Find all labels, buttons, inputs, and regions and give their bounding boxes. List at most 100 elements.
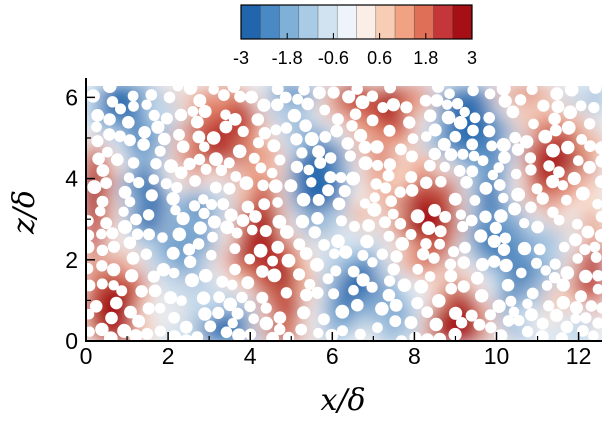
field-cell — [109, 252, 119, 262]
field-cell — [174, 220, 184, 230]
field-cell — [166, 260, 176, 270]
field-cell — [238, 157, 248, 167]
field-cell — [222, 292, 232, 302]
field-cell — [585, 205, 595, 214]
field-cell — [133, 133, 143, 143]
field-cell — [367, 268, 377, 278]
field-cell — [230, 205, 240, 214]
field-cell — [190, 292, 200, 302]
field-cell — [206, 300, 216, 310]
particle — [444, 269, 458, 283]
particle — [122, 116, 135, 129]
field-cell — [86, 197, 95, 207]
particle — [434, 238, 445, 250]
particle — [193, 94, 207, 107]
particle — [318, 239, 330, 251]
particle — [284, 179, 298, 193]
field-cell — [480, 252, 490, 262]
field-cell — [569, 189, 579, 199]
particle — [290, 133, 303, 146]
particle — [183, 157, 196, 171]
field-cell — [472, 101, 482, 111]
particle — [460, 176, 473, 189]
field-cell — [496, 252, 506, 262]
particle — [526, 287, 539, 300]
x-axis-ticks: 0 2 4 6 8 10 12 — [80, 332, 591, 369]
field-cell — [214, 205, 224, 214]
particle — [579, 244, 591, 256]
particle — [382, 288, 396, 302]
particle — [123, 134, 136, 147]
field-cell — [214, 228, 224, 238]
field-cell — [464, 332, 474, 341]
particle — [496, 138, 511, 152]
particle — [474, 229, 488, 243]
field-cell — [93, 101, 103, 111]
field-cell — [214, 332, 224, 341]
field-cell — [343, 316, 353, 326]
particle — [164, 159, 178, 174]
field-cell — [416, 324, 426, 334]
field-cell — [383, 205, 393, 214]
particle — [92, 152, 105, 166]
field-cell — [528, 173, 538, 183]
particle — [404, 316, 418, 329]
particle — [344, 150, 356, 162]
field-cell — [577, 332, 587, 341]
field-cell — [359, 324, 369, 334]
field-cell — [528, 141, 538, 151]
field-cell — [117, 197, 127, 207]
field-cell — [520, 181, 530, 191]
field-cell — [383, 244, 393, 254]
particle — [493, 162, 505, 173]
field-cell — [311, 109, 321, 119]
field-cell — [319, 181, 329, 191]
particle — [129, 329, 143, 341]
field-cell — [190, 189, 200, 199]
field-cell — [158, 157, 168, 167]
field-cell — [545, 332, 555, 341]
colorbar-swatch — [414, 5, 434, 39]
particle — [157, 232, 168, 243]
field-cell — [375, 213, 385, 222]
particle — [138, 126, 151, 139]
field-cell — [182, 117, 192, 127]
field-cell — [109, 173, 119, 183]
field-cell — [174, 252, 184, 262]
field-cell — [416, 316, 426, 326]
field-cell — [432, 213, 442, 222]
field-cell — [480, 86, 490, 95]
field-cell — [311, 189, 321, 199]
field-cell — [520, 173, 530, 183]
particle — [107, 263, 121, 277]
particle — [498, 192, 509, 204]
field-cell — [351, 205, 361, 214]
field-cell — [158, 93, 168, 103]
field-cell — [367, 300, 377, 310]
field-cell — [351, 252, 361, 262]
particle — [204, 320, 217, 333]
particle — [567, 171, 581, 186]
field-cell — [246, 308, 256, 318]
particle — [497, 243, 511, 256]
field-cell — [182, 236, 192, 246]
field-cell — [569, 149, 579, 159]
field-cell — [270, 109, 280, 119]
field-cell — [319, 268, 329, 278]
field-cell — [117, 125, 127, 135]
particle — [167, 330, 182, 341]
field-cell — [520, 86, 530, 95]
particle — [295, 323, 308, 336]
field-cell — [254, 149, 264, 159]
field-cell — [109, 205, 119, 214]
field-cell — [504, 181, 514, 191]
field-cell — [520, 101, 530, 111]
particle — [295, 214, 310, 229]
field-cell — [238, 86, 248, 95]
field-cell — [351, 149, 361, 159]
field-cell — [287, 157, 297, 167]
field-cell — [488, 244, 498, 254]
field-cell — [109, 324, 119, 334]
field-cell — [133, 149, 143, 159]
field-cell — [287, 189, 297, 199]
